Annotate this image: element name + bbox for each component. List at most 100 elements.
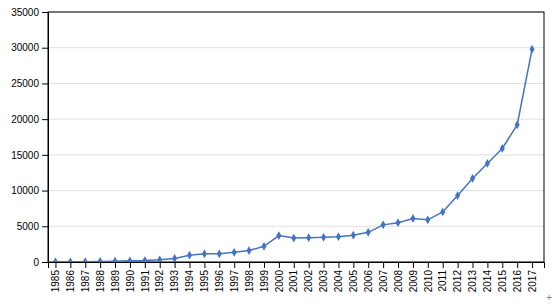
x-tick: 2011	[437, 262, 448, 292]
point	[68, 257, 73, 262]
point	[232, 248, 237, 257]
point	[142, 256, 147, 262]
x-tick-label: 1995	[199, 270, 210, 293]
x-tick: 2008	[393, 262, 404, 292]
y-tick: 10000	[11, 185, 48, 196]
grid	[48, 12, 544, 262]
x-tick: 2016	[512, 262, 523, 292]
x-tick-label: 1992	[154, 270, 165, 293]
plot: 1985198619871988198919901991199219931994…	[11, 7, 544, 293]
x-tick-mark	[502, 262, 503, 268]
plot-frame	[48, 12, 544, 262]
x-tick-mark	[219, 262, 220, 268]
y-tick: 20000	[11, 114, 48, 125]
x-tick-label: 1998	[244, 270, 255, 293]
x-tick: 1987	[80, 262, 91, 292]
point	[113, 257, 118, 262]
point	[410, 214, 415, 223]
point	[500, 144, 505, 153]
grid-line	[48, 119, 544, 120]
x-tick-mark	[517, 262, 518, 268]
x-tick: 2012	[452, 262, 463, 292]
y-tick-mark	[42, 119, 48, 120]
series	[53, 45, 535, 262]
y-tick: 30000	[11, 42, 48, 53]
x-tick-label: 2009	[408, 270, 419, 293]
x-tick-mark	[249, 262, 250, 268]
x-tick: 1999	[259, 262, 270, 292]
x-tick: 2015	[497, 262, 508, 292]
x-tick-mark	[413, 262, 414, 268]
x-tick-label: 1988	[95, 270, 106, 293]
point	[396, 218, 401, 227]
x-tick-label: 1993	[169, 270, 180, 293]
y-tick-label: 10000	[11, 185, 39, 196]
x-tick-mark	[428, 262, 429, 268]
x-tick: 2010	[423, 262, 434, 292]
x-tick: 2000	[274, 262, 285, 292]
point	[485, 159, 490, 168]
x-tick-mark	[234, 262, 235, 268]
x-tick-mark	[279, 262, 280, 268]
point	[381, 220, 386, 229]
point	[366, 228, 371, 237]
x-tick-label: 1989	[110, 270, 121, 293]
point	[53, 257, 58, 262]
x-tick-mark	[175, 262, 176, 268]
point	[470, 174, 475, 183]
x-axis: 1985198619871988198919901991199219931994…	[49, 262, 545, 292]
x-tick-label: 2003	[318, 270, 329, 293]
x-tick-mark	[368, 262, 369, 268]
y-tick-mark	[42, 83, 48, 84]
x-tick: 2014	[482, 262, 493, 292]
y-tick-mark	[42, 262, 48, 263]
x-tick-label: 1986	[65, 270, 76, 293]
x-tick-label: 2004	[333, 270, 344, 293]
x-tick-label: 1994	[184, 270, 195, 293]
annotation: +	[546, 292, 552, 303]
x-tick: 1992	[154, 262, 165, 292]
x-tick: 1997	[229, 262, 240, 292]
x-tick-label: 1990	[125, 270, 136, 293]
y-tick: 25000	[11, 78, 48, 89]
x-tick-mark	[338, 262, 339, 268]
y-tick: 35000	[11, 7, 48, 18]
x-tick-label: 1991	[140, 270, 151, 293]
x-tick-mark	[443, 262, 444, 268]
x-tick-label: 2002	[303, 270, 314, 293]
x-tick-mark	[383, 262, 384, 268]
point	[306, 233, 311, 242]
point	[217, 249, 222, 258]
x-tick-mark	[85, 262, 86, 268]
x-tick: 1988	[95, 262, 106, 292]
y-tick: 0	[33, 257, 48, 268]
y-tick-label: 30000	[11, 42, 39, 53]
point	[351, 231, 356, 240]
point	[530, 45, 535, 54]
y-tick-label: 25000	[11, 78, 39, 89]
point	[83, 257, 88, 262]
y-tick-mark	[42, 191, 48, 192]
x-tick: 1995	[199, 262, 210, 292]
y-tick-label: 20000	[11, 114, 39, 125]
x-tick-label: 2011	[437, 270, 448, 292]
point	[291, 234, 296, 243]
x-tick-label: 1987	[80, 270, 91, 293]
point	[336, 232, 341, 241]
x-tick-label: 2000	[274, 270, 285, 293]
x-tick-label: 2007	[378, 270, 389, 293]
y-tick-mark	[42, 226, 48, 227]
point	[261, 242, 266, 251]
x-tick-label: 2016	[512, 270, 523, 293]
y-tick-label: 15000	[11, 150, 39, 161]
point	[425, 215, 430, 224]
y-tick: 15000	[11, 150, 48, 161]
x-tick: 1996	[214, 262, 225, 292]
x-tick: 2002	[303, 262, 314, 292]
x-tick-label: 1997	[229, 270, 240, 293]
grid-line	[48, 190, 544, 191]
y-tick-label: 5000	[17, 221, 40, 232]
x-tick-mark	[294, 262, 295, 268]
x-tick-mark	[160, 262, 161, 268]
grid-line	[48, 226, 544, 227]
